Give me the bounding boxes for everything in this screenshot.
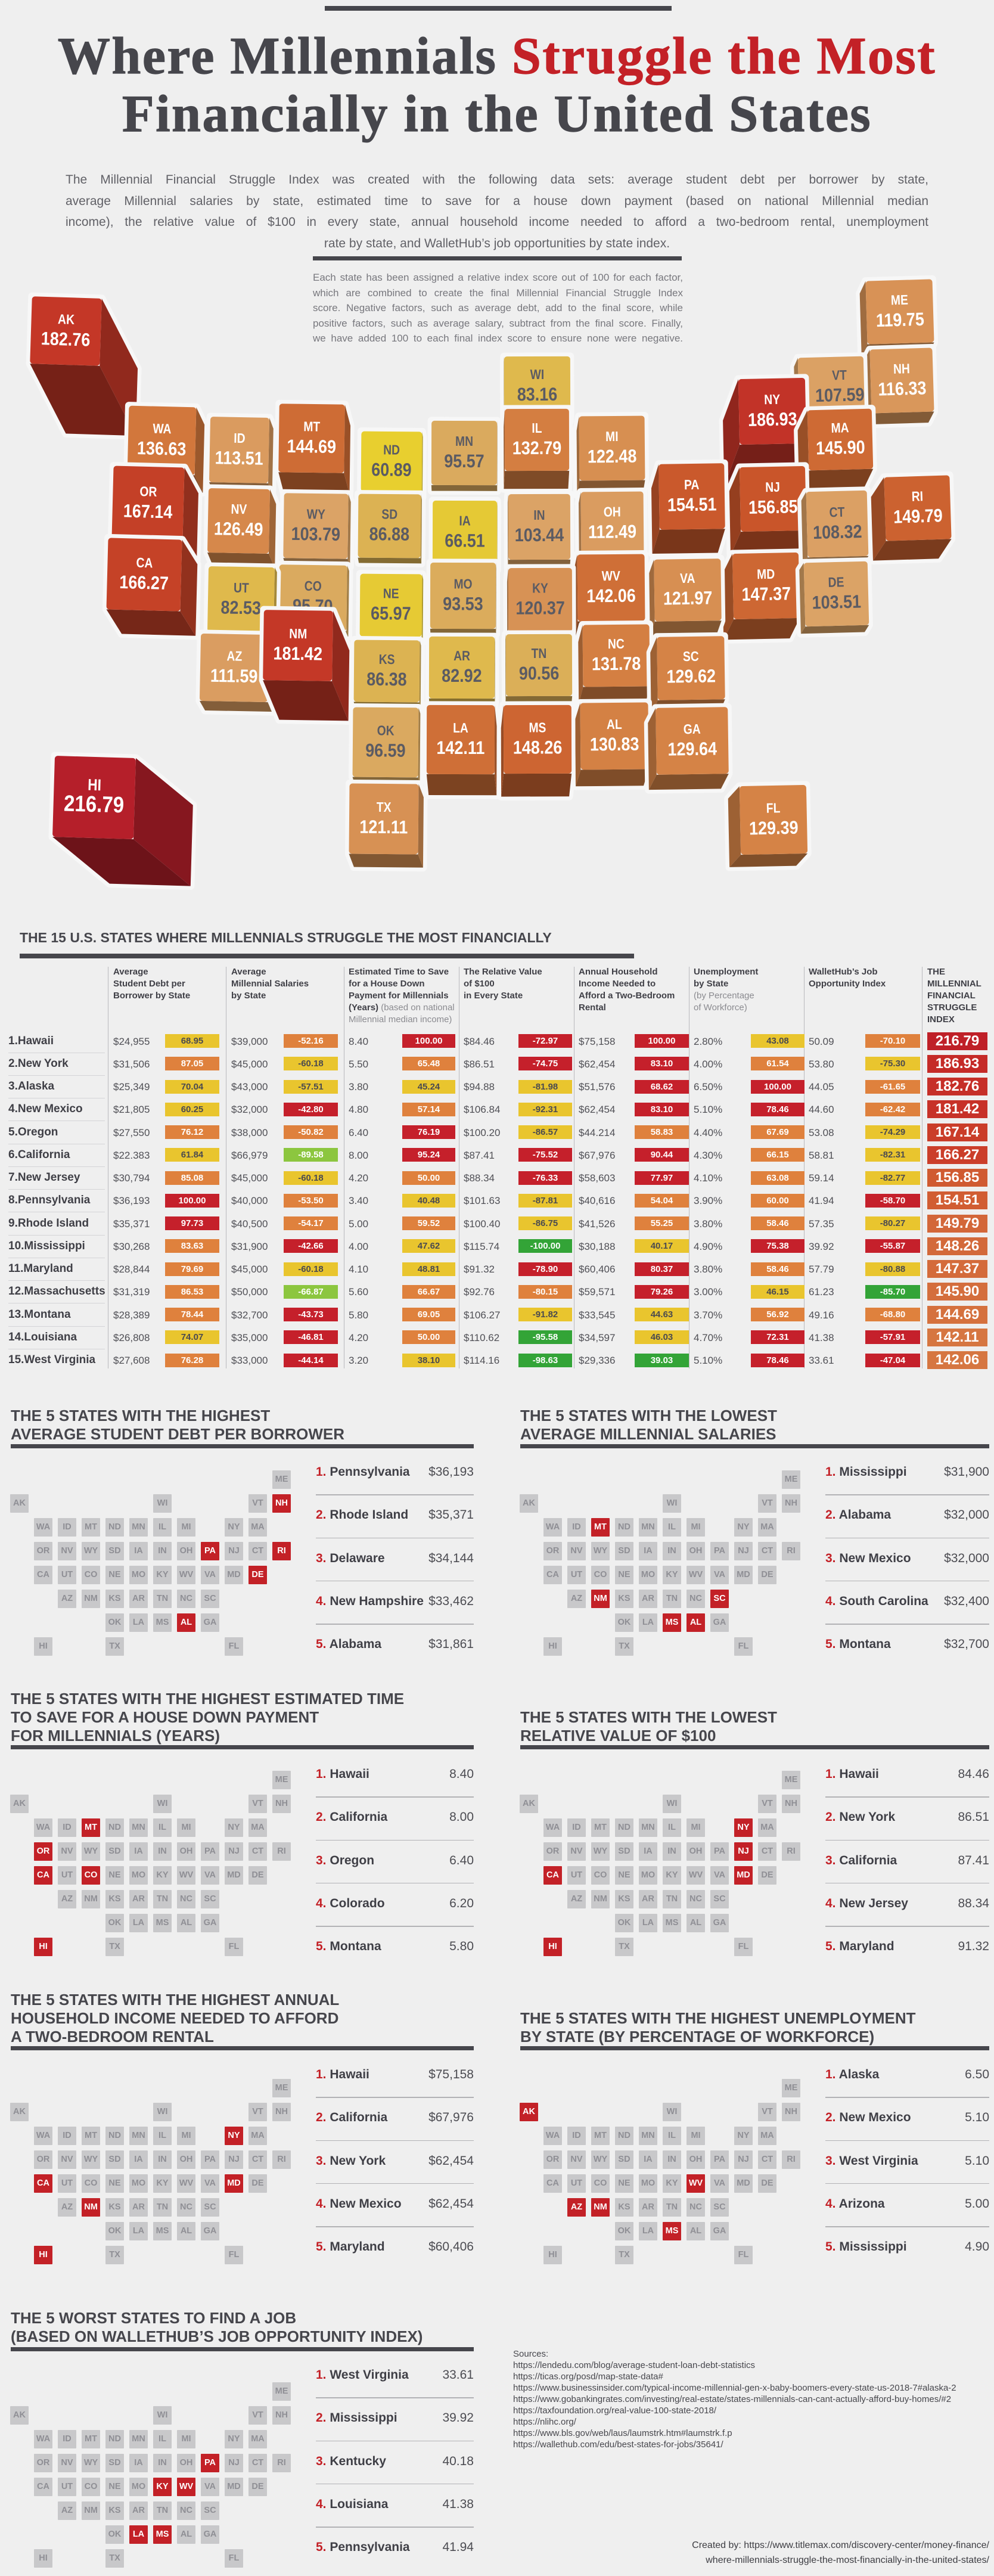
svg-text:WI: WI <box>530 367 545 382</box>
svg-text:IL: IL <box>532 421 542 436</box>
svg-text:VA: VA <box>680 571 695 586</box>
svg-text:DE: DE <box>828 575 844 591</box>
svg-text:NH: NH <box>893 362 911 377</box>
svg-text:SC: SC <box>683 649 699 664</box>
svg-text:OK: OK <box>377 724 395 738</box>
svg-text:ID: ID <box>234 431 246 446</box>
svg-text:149.79: 149.79 <box>893 506 943 528</box>
svg-text:AR: AR <box>453 648 470 663</box>
svg-text:103.79: 103.79 <box>291 524 340 545</box>
svg-text:CA: CA <box>136 555 153 571</box>
svg-text:129.64: 129.64 <box>667 739 717 760</box>
svg-text:121.97: 121.97 <box>663 588 713 609</box>
svg-text:FL: FL <box>766 801 781 816</box>
svg-text:186.93: 186.93 <box>748 409 797 430</box>
svg-text:MS: MS <box>529 721 546 735</box>
svg-text:90.56: 90.56 <box>519 663 560 684</box>
svg-text:MT: MT <box>303 420 320 434</box>
svg-text:95.57: 95.57 <box>444 451 484 471</box>
svg-text:66.51: 66.51 <box>445 531 485 551</box>
svg-text:129.39: 129.39 <box>749 818 799 839</box>
svg-text:145.90: 145.90 <box>816 437 865 459</box>
svg-text:148.26: 148.26 <box>513 738 563 758</box>
svg-text:AL: AL <box>607 717 622 732</box>
svg-text:PA: PA <box>684 477 700 492</box>
svg-text:WA: WA <box>153 421 172 437</box>
svg-text:NV: NV <box>231 502 247 517</box>
svg-text:83.16: 83.16 <box>517 384 558 405</box>
svg-text:NM: NM <box>289 626 307 641</box>
svg-text:NE: NE <box>383 586 399 601</box>
svg-text:82.53: 82.53 <box>220 598 261 619</box>
svg-text:216.79: 216.79 <box>64 790 125 818</box>
svg-text:GA: GA <box>684 722 701 737</box>
svg-text:167.14: 167.14 <box>123 501 172 523</box>
svg-text:VT: VT <box>832 368 847 383</box>
svg-text:86.88: 86.88 <box>369 524 409 545</box>
svg-text:103.51: 103.51 <box>812 592 861 613</box>
svg-text:65.97: 65.97 <box>371 604 411 625</box>
svg-text:82.92: 82.92 <box>442 666 482 686</box>
svg-text:MO: MO <box>453 577 472 592</box>
svg-text:NY: NY <box>764 392 780 407</box>
svg-text:NC: NC <box>608 637 625 651</box>
svg-text:182.76: 182.76 <box>41 329 91 351</box>
svg-text:130.83: 130.83 <box>590 734 639 755</box>
svg-text:93.53: 93.53 <box>443 594 483 614</box>
svg-text:142.06: 142.06 <box>586 586 636 607</box>
svg-text:107.59: 107.59 <box>815 384 865 406</box>
svg-text:HI: HI <box>88 776 102 794</box>
svg-text:AK: AK <box>58 312 75 328</box>
svg-text:MD: MD <box>757 567 775 582</box>
svg-text:ND: ND <box>383 443 400 458</box>
svg-text:MN: MN <box>455 434 473 449</box>
svg-text:CO: CO <box>305 579 322 594</box>
svg-text:132.79: 132.79 <box>512 438 562 458</box>
svg-text:LA: LA <box>453 721 468 735</box>
svg-text:112.49: 112.49 <box>588 522 636 542</box>
svg-text:SD: SD <box>381 507 397 522</box>
svg-text:136.63: 136.63 <box>137 438 187 460</box>
svg-text:166.27: 166.27 <box>119 572 169 594</box>
svg-text:129.62: 129.62 <box>666 666 716 687</box>
svg-text:RI: RI <box>911 489 923 504</box>
svg-text:AZ: AZ <box>226 649 242 664</box>
svg-text:121.11: 121.11 <box>359 817 408 838</box>
svg-text:131.78: 131.78 <box>592 654 641 675</box>
svg-text:ME: ME <box>891 293 909 308</box>
svg-text:113.51: 113.51 <box>215 448 263 470</box>
svg-text:WV: WV <box>602 569 620 584</box>
svg-text:103.44: 103.44 <box>515 525 564 545</box>
svg-text:154.51: 154.51 <box>667 495 717 516</box>
svg-text:MI: MI <box>605 429 619 444</box>
svg-text:119.75: 119.75 <box>875 309 924 331</box>
svg-text:147.37: 147.37 <box>741 584 791 606</box>
svg-text:126.49: 126.49 <box>214 519 263 541</box>
svg-text:120.37: 120.37 <box>515 598 565 619</box>
svg-text:UT: UT <box>234 581 249 595</box>
svg-text:96.59: 96.59 <box>365 741 406 762</box>
svg-text:CT: CT <box>829 505 844 520</box>
svg-text:144.69: 144.69 <box>287 436 336 457</box>
svg-text:108.32: 108.32 <box>813 522 862 543</box>
svg-text:OH: OH <box>604 505 621 520</box>
svg-text:NJ: NJ <box>765 480 780 495</box>
svg-text:142.11: 142.11 <box>436 738 484 758</box>
svg-text:IA: IA <box>459 514 470 529</box>
svg-text:60.89: 60.89 <box>371 460 412 481</box>
svg-text:86.38: 86.38 <box>366 669 407 690</box>
svg-text:WY: WY <box>307 507 325 522</box>
svg-text:IN: IN <box>533 508 545 523</box>
svg-text:TX: TX <box>377 800 392 815</box>
svg-text:KS: KS <box>379 652 395 667</box>
svg-text:OR: OR <box>139 485 157 500</box>
svg-text:MA: MA <box>831 421 849 436</box>
svg-text:122.48: 122.48 <box>588 446 637 467</box>
svg-text:181.42: 181.42 <box>273 644 322 665</box>
svg-text:TN: TN <box>532 646 547 661</box>
svg-text:KY: KY <box>532 581 548 596</box>
svg-text:156.85: 156.85 <box>748 496 798 518</box>
svg-text:111.59: 111.59 <box>210 666 258 687</box>
svg-text:116.33: 116.33 <box>878 378 927 401</box>
